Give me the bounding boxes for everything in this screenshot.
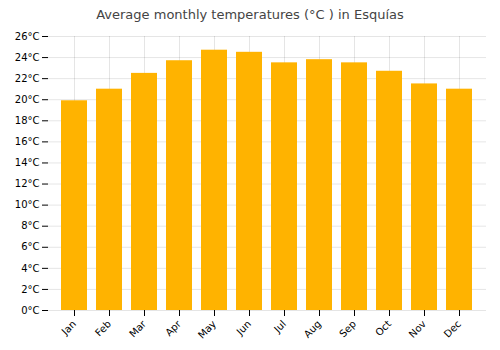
svg-text:8°C: 8°C bbox=[21, 220, 39, 231]
svg-text:Feb: Feb bbox=[93, 318, 113, 338]
svg-text:4°C: 4°C bbox=[21, 263, 39, 274]
svg-text:0°C: 0°C bbox=[21, 305, 39, 316]
svg-text:6°C: 6°C bbox=[21, 241, 39, 252]
svg-text:Apr: Apr bbox=[163, 318, 184, 339]
svg-text:Mar: Mar bbox=[127, 318, 149, 340]
svg-text:Jun: Jun bbox=[234, 318, 254, 338]
svg-text:14°C: 14°C bbox=[15, 157, 40, 168]
svg-text:18°C: 18°C bbox=[15, 115, 40, 126]
svg-text:Sep: Sep bbox=[337, 318, 358, 339]
svg-text:10°C: 10°C bbox=[15, 199, 40, 210]
svg-text:Oct: Oct bbox=[373, 318, 393, 338]
svg-text:Aug: Aug bbox=[302, 318, 324, 340]
svg-text:20°C: 20°C bbox=[15, 94, 40, 105]
svg-text:Jan: Jan bbox=[59, 318, 78, 337]
svg-text:16°C: 16°C bbox=[15, 136, 40, 147]
svg-text:May: May bbox=[196, 318, 218, 340]
svg-text:26°C: 26°C bbox=[15, 31, 40, 42]
svg-text:24°C: 24°C bbox=[15, 52, 40, 63]
svg-text:Dec: Dec bbox=[442, 318, 463, 339]
svg-text:Jul: Jul bbox=[271, 318, 288, 335]
svg-text:Nov: Nov bbox=[407, 318, 429, 340]
svg-text:2°C: 2°C bbox=[21, 284, 39, 295]
html-text:Average monthly temperatures (: Average monthly temperatures (°C ) in Es… bbox=[96, 7, 404, 22]
svg-text:12°C: 12°C bbox=[15, 178, 40, 189]
svg-text:22°C: 22°C bbox=[15, 73, 40, 84]
